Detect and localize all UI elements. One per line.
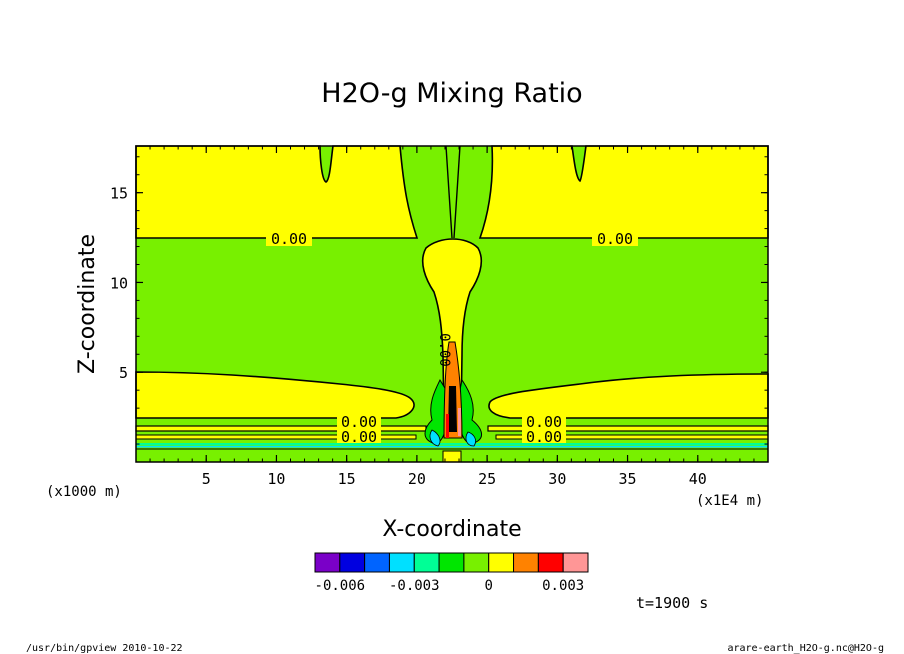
colorbar-swatch <box>537 552 564 573</box>
contour-label: 0.00 <box>526 428 562 446</box>
colorbar-swatch <box>463 552 490 573</box>
x-tick-label: 30 <box>548 470 566 488</box>
colorbar-swatch <box>513 552 539 573</box>
colorbar-swatch <box>488 552 515 573</box>
x-axis: 5 10 15 20 25 30 35 40 <box>149 146 755 488</box>
yellow-region-upper-left <box>135 145 419 239</box>
contour-label: 0.00 <box>271 230 307 248</box>
core-cyan-left <box>429 429 441 447</box>
colorbar-swatch <box>413 552 440 573</box>
contour-label: 0.00 <box>526 413 562 431</box>
colorbar-tick-label: -0.006 <box>315 578 366 594</box>
yellow-region-lower-right <box>488 373 769 419</box>
colorbar-tick-labels: -0.006 -0.003 0 0.003 <box>315 578 585 594</box>
surface-yellow-patch <box>442 450 462 463</box>
x-tick-label: 35 <box>619 470 637 488</box>
yellow-band-1 <box>135 425 427 432</box>
yellow-region-lower-left <box>135 371 415 419</box>
colorbar-tick-label: -0.003 <box>389 578 440 594</box>
x-axis-label: X-coordinate <box>382 517 521 542</box>
contour-label: 0.00 <box>597 230 633 248</box>
yellow-region-upper-right <box>478 145 769 239</box>
plot-area: 0.00 0.00 0.00 0.00 0.00 0.00 0.00 <box>135 145 769 463</box>
colorbar-swatch <box>438 552 465 573</box>
core-cyan-right <box>465 431 476 447</box>
core-red-streak <box>446 414 449 438</box>
colorbar-tick-label: 0.003 <box>542 578 584 594</box>
y-axis-label: Z-coordinate <box>75 234 100 374</box>
convective-core <box>424 341 482 447</box>
x-tick-label: 10 <box>267 470 285 488</box>
chart-title: H2O-g Mixing Ratio <box>321 78 582 109</box>
plot-frame <box>135 145 769 463</box>
contour-label: 0.00 <box>341 413 377 431</box>
cyan-line-near-surface <box>136 446 768 448</box>
y-tick-label: 15 <box>110 185 128 203</box>
core-pink-streak <box>458 408 461 436</box>
core-black-contours <box>448 386 457 432</box>
time-label: t=1900 s <box>636 594 708 612</box>
colorbar-swatch <box>339 552 366 573</box>
colorbar-swatch <box>314 552 341 573</box>
colorbar-swatch <box>388 552 415 573</box>
x-tick-label: 25 <box>478 470 496 488</box>
contour-label: 0.00 <box>341 428 377 446</box>
central-column-outline <box>445 145 461 239</box>
y-scale-note: (x1000 m) <box>46 484 122 500</box>
x-scale-note: (x1E4 m) <box>696 493 763 509</box>
x-tick-label: 40 <box>689 470 707 488</box>
cyan-band-near-surface <box>136 443 768 446</box>
yellow-plume <box>421 238 483 421</box>
y-tick-label: 10 <box>110 274 128 292</box>
footer-left: /usr/bin/gpview 2010-10-22 <box>26 643 183 654</box>
y-axis: 5 10 15 <box>110 156 768 445</box>
colorbar-swatch <box>364 552 390 573</box>
y-tick-label: 5 <box>119 364 128 382</box>
x-tick-label: 20 <box>408 470 426 488</box>
colorbar <box>314 552 589 573</box>
x-tick-label: 15 <box>338 470 356 488</box>
x-tick-label: 5 <box>202 470 211 488</box>
colorbar-swatch <box>562 552 589 573</box>
colorbar-tick-label: 0 <box>485 578 493 594</box>
footer-right: arare-earth_H2O-g.nc@H2O-g <box>727 643 884 654</box>
contour-label: 0.00 <box>436 333 452 367</box>
contour-labels: 0.00 0.00 0.00 0.00 0.00 0.00 0.00 <box>266 230 638 446</box>
